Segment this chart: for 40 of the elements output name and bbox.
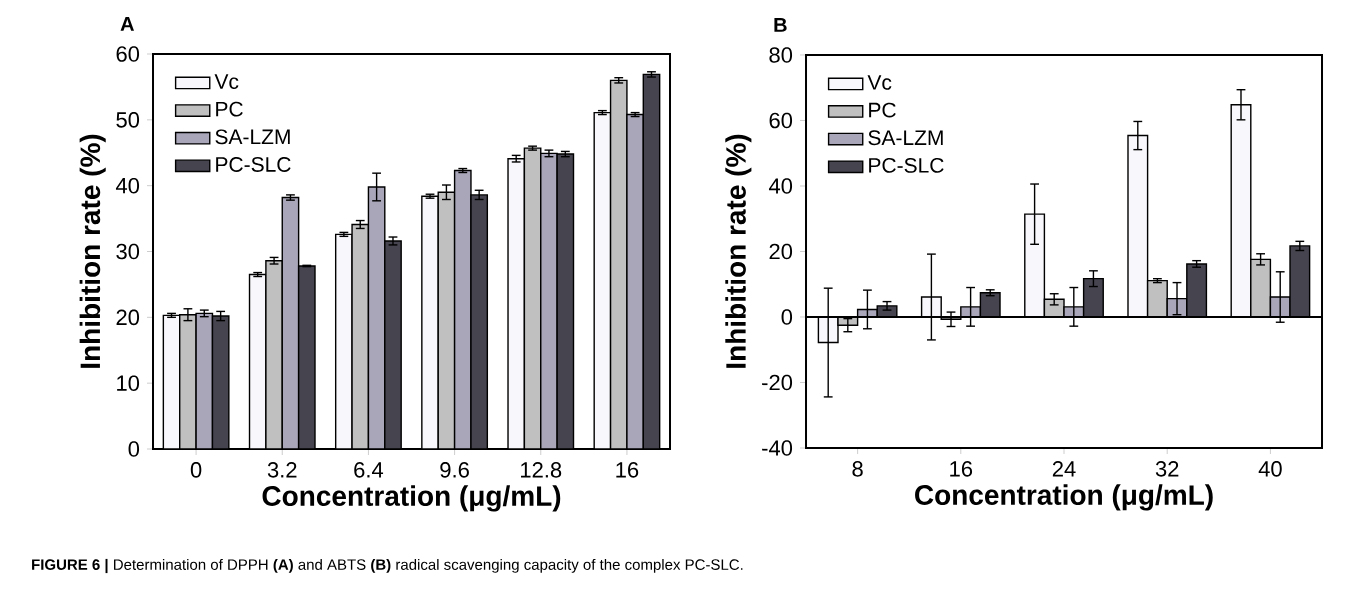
x-tick-label: 0 [190, 462, 202, 478]
y-tick-label: 80 [769, 47, 793, 63]
y-tick-label: 10 [117, 375, 140, 391]
text: A [120, 17, 134, 31]
y-tick-label: -40 [762, 440, 793, 456]
legend-label: Vc [214, 74, 239, 89]
x-tick-label: 32 [1155, 461, 1179, 477]
x-tick-label: 16 [616, 462, 639, 478]
text: FIGURE 6 | Determination of DPPH (A) and ABTS (B) radical scavenging capacity of the complex PC-SLC. [32, 558, 743, 574]
legend-label: PC-SLC [869, 157, 944, 173]
y-tick-label: 30 [116, 243, 140, 260]
y-tick-label: 40 [115, 177, 140, 194]
x-tick-label: 9.6 [440, 462, 469, 478]
x-axis-title: Concentration (μg/mL) [262, 485, 561, 512]
y-axis-title: Inhibition rate (%) [725, 134, 752, 368]
legend-label: SA-LZM [868, 130, 943, 146]
x-tick-label: 12.8 [521, 462, 562, 478]
y-tick-label: 60 [116, 46, 140, 62]
y-axis-title: Inhibition rate (%) [79, 134, 106, 368]
legend-label: Vc [867, 75, 892, 90]
legend-label: PC [869, 102, 896, 118]
y-tick-label: 0 [128, 441, 140, 457]
x-tick-label: 24 [1052, 461, 1076, 477]
x-tick-label: 16 [950, 461, 973, 477]
legend-label: PC [216, 101, 243, 117]
text: B [774, 18, 787, 32]
y-tick-label: 40 [768, 178, 793, 194]
legend-label: SA-LZM [215, 129, 290, 145]
y-tick-label: 60 [769, 112, 793, 129]
x-tick-label: 40 [1258, 461, 1282, 477]
x-tick-label: 6.4 [354, 462, 384, 478]
y-tick-label: -20 [762, 374, 793, 391]
x-axis-title: Concentration (μg/mL) [915, 484, 1213, 511]
legend-label: PC-SLC [216, 157, 291, 172]
y-tick-label: 20 [769, 243, 793, 260]
y-tick-label: 50 [116, 112, 140, 128]
y-tick-label: 20 [116, 309, 140, 326]
x-tick-label: 8 [852, 461, 863, 477]
y-tick-label: 0 [781, 309, 793, 325]
x-tick-label: 3.2 [267, 462, 297, 478]
